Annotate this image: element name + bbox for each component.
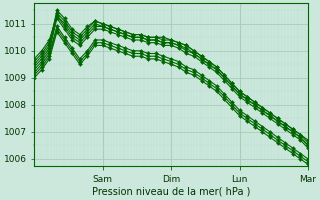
X-axis label: Pression niveau de la mer( hPa ): Pression niveau de la mer( hPa ) [92, 187, 250, 197]
